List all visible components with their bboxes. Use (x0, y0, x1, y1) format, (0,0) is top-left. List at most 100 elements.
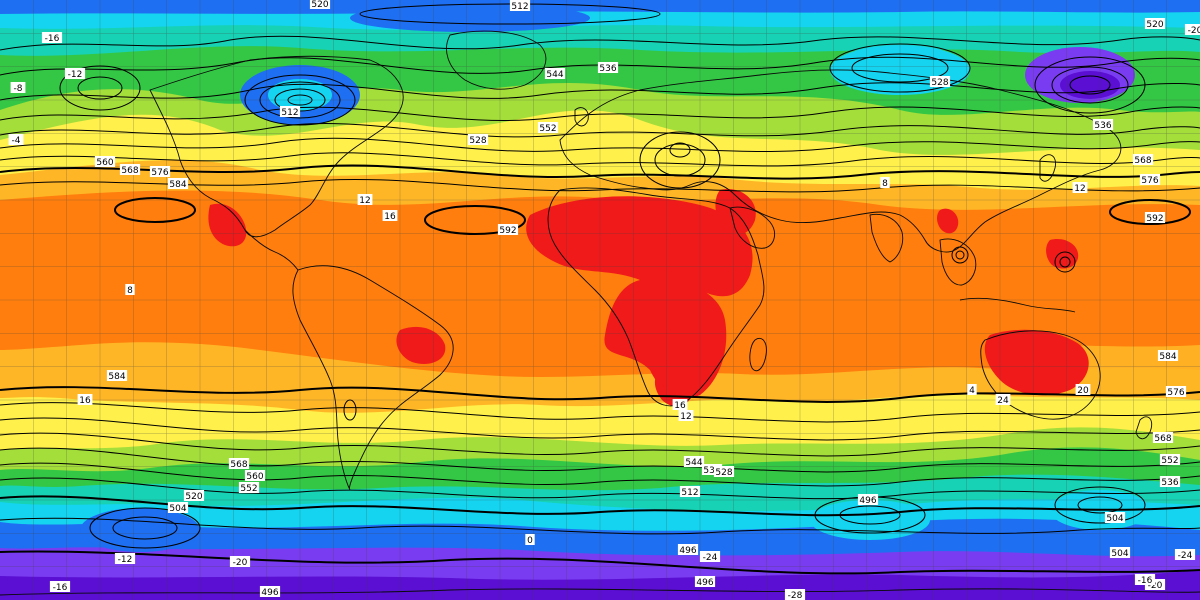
coast-india (869, 213, 904, 263)
coast-arabia (729, 206, 776, 249)
height-contour-label: 528 (929, 76, 951, 88)
low-south-pacific (89, 507, 201, 549)
label-text: 496 (679, 546, 696, 556)
label-text: 568 (1134, 156, 1151, 166)
label-text: 8 (882, 179, 888, 189)
contour-sh-3 (0, 417, 1200, 441)
contour-sh-7 (0, 477, 1200, 500)
label-text: 568 (230, 460, 247, 470)
label-text: 504 (1106, 514, 1123, 524)
label-box (41, 32, 63, 43)
height-contour-label: 576 (1165, 386, 1187, 398)
hot-spot-mexico (208, 203, 247, 247)
label-box (995, 394, 1011, 405)
label-text: -20 (233, 558, 248, 568)
height-contour-label: 512 (509, 0, 531, 12)
height-contours (0, 3, 1200, 575)
label-text: 552 (1161, 456, 1178, 466)
contour-high-atlantic (424, 205, 526, 235)
label-box (1157, 350, 1179, 361)
label-text: 12 (359, 196, 370, 206)
low-alaska (59, 65, 141, 111)
contour-sh-6 (0, 462, 1200, 487)
label-text: 512 (511, 2, 528, 12)
hot-spot-australia (984, 329, 1089, 396)
contour-sh-4 (0, 432, 1200, 457)
label-text: 576 (1167, 388, 1184, 398)
label-box (525, 534, 535, 545)
label-text: -20 (1188, 26, 1200, 36)
temperature-label: -24 (1174, 549, 1196, 561)
label-box (967, 384, 977, 395)
label-text: -28 (788, 591, 803, 600)
label-text: 560 (96, 158, 113, 168)
low-south-tasman (1054, 486, 1146, 524)
hot-spot-central-africa (604, 279, 727, 399)
label-text: 560 (246, 472, 263, 482)
label-text: 16 (384, 212, 396, 222)
label-text: 16 (674, 401, 686, 411)
coast-indonesia (959, 297, 1076, 313)
height-contour-label: 528 (713, 466, 735, 478)
label-box (1159, 454, 1181, 465)
label-text: -20 (1148, 581, 1163, 591)
temperature-label: 8 (880, 177, 890, 189)
contour-nh-3 (0, 82, 1200, 101)
label-box (8, 134, 24, 145)
label-text: -16 (1138, 576, 1153, 586)
label-box (1104, 512, 1126, 523)
label-text: 528 (931, 78, 948, 88)
label-text: 552 (539, 124, 556, 134)
contour-sh-10 (0, 550, 1200, 575)
temperature-label: 16 (382, 210, 398, 222)
label-text: 576 (1141, 176, 1158, 186)
label-box (64, 68, 86, 79)
coast-madagascar (749, 337, 767, 372)
label-box (537, 122, 559, 133)
temperature-label: 20 (1075, 384, 1091, 396)
label-text: 544 (546, 70, 563, 80)
label-box (228, 458, 250, 469)
height-contour-label: 568 (119, 164, 141, 176)
label-box (382, 210, 398, 221)
label-box (1144, 212, 1166, 223)
label-box (467, 134, 489, 145)
label-box (880, 177, 890, 188)
temperature-label: -28 (784, 589, 806, 600)
temperature-label: -8 (10, 82, 26, 94)
hot-spot-sahara (526, 196, 753, 297)
label-text: 584 (1159, 352, 1176, 362)
label-text: -4 (12, 136, 21, 146)
contour-sh-8 (0, 495, 1200, 517)
label-box (597, 62, 619, 73)
label-text: 584 (108, 372, 125, 382)
label-box (229, 556, 251, 567)
label-text: 496 (696, 578, 713, 588)
label-text: 496 (261, 588, 278, 598)
contour-sh-1 (0, 386, 1200, 403)
label-box (1075, 384, 1091, 395)
label-box (279, 106, 301, 117)
height-contour-label: 520 (1144, 18, 1166, 30)
label-box (119, 164, 141, 175)
coast-australia (980, 330, 1101, 420)
cyclone-south-china-sea-core (955, 250, 965, 260)
coast-british-isles (574, 107, 589, 127)
label-box (497, 224, 519, 235)
label-box (1165, 386, 1187, 397)
contour-nh-5 (0, 123, 1200, 138)
label-text: 536 (599, 64, 616, 74)
coast-southeast-asia (939, 238, 977, 286)
label-box (929, 76, 951, 87)
label-box (679, 486, 701, 497)
height-contour-label: 504 (1104, 512, 1126, 524)
label-text: 496 (859, 496, 876, 506)
label-box (672, 399, 688, 410)
height-contour-label: 520 (183, 490, 205, 502)
label-box (1174, 549, 1196, 560)
contour-nh-1 (0, 35, 1200, 51)
contour-nh-4 (0, 106, 1200, 122)
